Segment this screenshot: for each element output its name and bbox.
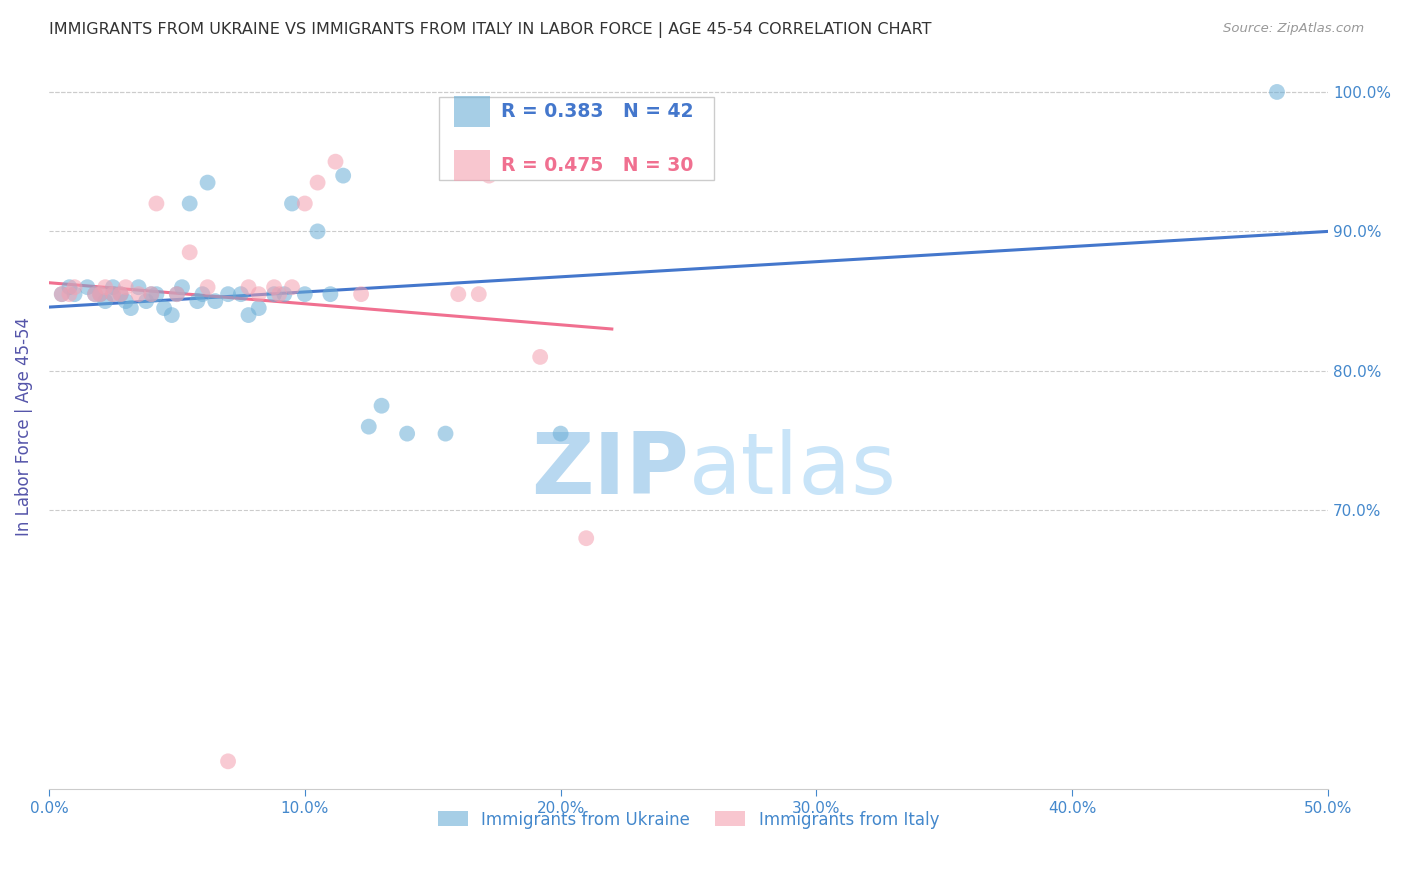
Point xyxy=(370,399,392,413)
Point xyxy=(204,294,226,309)
Point xyxy=(186,294,208,309)
Point xyxy=(550,426,572,441)
FancyBboxPatch shape xyxy=(439,96,714,180)
Point xyxy=(84,287,107,301)
Point xyxy=(179,196,201,211)
Point xyxy=(89,287,111,301)
Point xyxy=(191,287,214,301)
Point xyxy=(396,426,419,441)
Point xyxy=(575,531,598,545)
Point xyxy=(58,280,80,294)
Text: atlas: atlas xyxy=(689,429,897,512)
Point xyxy=(63,287,86,301)
Point xyxy=(89,287,111,301)
Point xyxy=(51,287,73,301)
Point xyxy=(217,287,239,301)
Point xyxy=(238,280,260,294)
Point xyxy=(114,294,136,309)
Point xyxy=(281,196,304,211)
Point xyxy=(76,280,98,294)
Point xyxy=(160,308,183,322)
Point xyxy=(447,287,470,301)
FancyBboxPatch shape xyxy=(454,96,491,127)
Point xyxy=(294,287,316,301)
Text: IMMIGRANTS FROM UKRAINE VS IMMIGRANTS FROM ITALY IN LABOR FORCE | AGE 45-54 CORR: IMMIGRANTS FROM UKRAINE VS IMMIGRANTS FR… xyxy=(49,22,932,38)
Point xyxy=(135,294,157,309)
Point xyxy=(84,287,107,301)
Point xyxy=(263,280,285,294)
Point xyxy=(332,169,354,183)
Point xyxy=(166,287,188,301)
Point xyxy=(269,287,291,301)
Point xyxy=(350,287,373,301)
Point xyxy=(319,287,342,301)
Point xyxy=(101,287,124,301)
Point xyxy=(110,287,132,301)
Point xyxy=(51,287,73,301)
Point xyxy=(294,196,316,211)
Text: Source: ZipAtlas.com: Source: ZipAtlas.com xyxy=(1223,22,1364,36)
Point xyxy=(468,287,491,301)
Point xyxy=(145,196,167,211)
Point xyxy=(170,280,193,294)
Point xyxy=(145,287,167,301)
Point xyxy=(94,294,117,309)
Point xyxy=(128,280,150,294)
Point xyxy=(63,280,86,294)
Point xyxy=(166,287,188,301)
Point xyxy=(217,755,239,769)
FancyBboxPatch shape xyxy=(454,150,491,181)
Point xyxy=(197,280,219,294)
Point xyxy=(153,301,176,315)
Point xyxy=(357,419,380,434)
Point xyxy=(478,169,501,183)
Legend: Immigrants from Ukraine, Immigrants from Italy: Immigrants from Ukraine, Immigrants from… xyxy=(432,804,946,835)
Text: R = 0.383   N = 42: R = 0.383 N = 42 xyxy=(501,102,693,120)
Point xyxy=(101,287,124,301)
Point xyxy=(434,426,457,441)
Text: R = 0.475   N = 30: R = 0.475 N = 30 xyxy=(501,156,693,175)
Point xyxy=(247,301,270,315)
Point xyxy=(263,287,285,301)
Point xyxy=(114,280,136,294)
Point xyxy=(238,308,260,322)
Point xyxy=(325,154,347,169)
Point xyxy=(58,287,80,301)
Point xyxy=(1265,85,1288,99)
Point xyxy=(101,280,124,294)
Point xyxy=(128,287,150,301)
Point xyxy=(141,287,163,301)
Point xyxy=(120,301,142,315)
Point xyxy=(273,287,295,301)
Point xyxy=(307,176,329,190)
Point xyxy=(247,287,270,301)
Point xyxy=(307,224,329,238)
Point xyxy=(94,280,117,294)
Text: ZIP: ZIP xyxy=(531,429,689,512)
Point xyxy=(197,176,219,190)
Point xyxy=(229,287,252,301)
Point xyxy=(529,350,551,364)
Point xyxy=(141,287,163,301)
Y-axis label: In Labor Force | Age 45-54: In Labor Force | Age 45-54 xyxy=(15,318,32,536)
Point xyxy=(281,280,304,294)
Point xyxy=(179,245,201,260)
Point xyxy=(110,287,132,301)
